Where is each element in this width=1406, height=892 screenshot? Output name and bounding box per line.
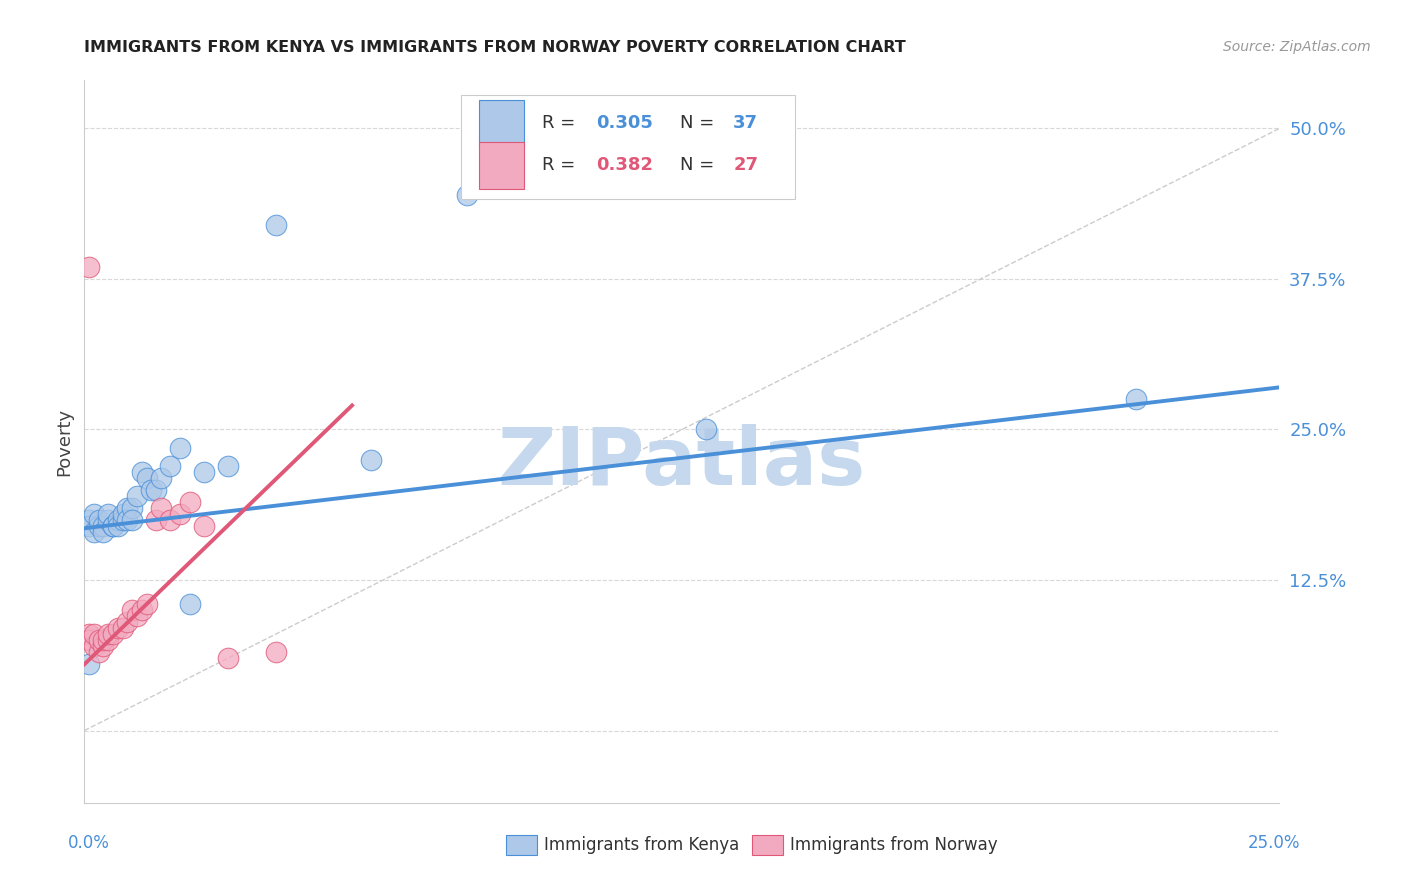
Point: [77, 260, 100, 274]
Point: [101, 518, 124, 533]
Point: [117, 513, 139, 527]
Point: [217, 458, 239, 473]
Point: [93, 639, 115, 653]
Text: 0.0%: 0.0%: [67, 834, 110, 852]
Point: [121, 513, 143, 527]
Point: [101, 518, 124, 533]
Point: [87, 518, 110, 533]
Point: [149, 471, 172, 485]
Point: [131, 465, 153, 479]
Point: [83, 507, 105, 521]
Point: [111, 507, 134, 521]
Point: [101, 627, 124, 641]
Point: [217, 651, 239, 665]
Point: [87, 513, 110, 527]
Point: [125, 609, 148, 624]
Point: [1125, 392, 1147, 407]
Point: [131, 603, 153, 617]
Point: [121, 500, 143, 515]
Point: [93, 524, 115, 539]
Point: [193, 518, 215, 533]
Text: R =: R =: [543, 156, 581, 174]
Text: IMMIGRANTS FROM KENYA VS IMMIGRANTS FROM NORWAY POVERTY CORRELATION CHART: IMMIGRANTS FROM KENYA VS IMMIGRANTS FROM…: [84, 40, 905, 55]
Point: [77, 513, 100, 527]
Text: N =: N =: [679, 114, 720, 132]
Point: [264, 218, 287, 232]
Point: [97, 627, 120, 641]
Point: [87, 633, 110, 648]
Point: [135, 471, 157, 485]
Point: [121, 603, 143, 617]
Point: [83, 627, 105, 641]
Point: [107, 513, 129, 527]
FancyBboxPatch shape: [479, 142, 524, 189]
Text: 0.305: 0.305: [596, 114, 652, 132]
Point: [77, 518, 100, 533]
Point: [77, 633, 100, 648]
Point: [83, 639, 105, 653]
Point: [111, 513, 134, 527]
Point: [193, 465, 215, 479]
Point: [159, 458, 181, 473]
Point: [107, 518, 129, 533]
Point: [117, 500, 139, 515]
FancyBboxPatch shape: [479, 100, 524, 147]
Point: [125, 489, 148, 503]
Text: Immigrants from Kenya: Immigrants from Kenya: [544, 836, 740, 854]
Point: [135, 597, 157, 611]
Point: [145, 483, 167, 497]
Point: [111, 621, 134, 635]
Point: [93, 633, 115, 648]
Point: [179, 597, 201, 611]
Point: [169, 507, 191, 521]
Point: [159, 513, 181, 527]
Point: [141, 483, 163, 497]
Point: [107, 621, 129, 635]
Text: 37: 37: [734, 114, 758, 132]
Point: [145, 513, 167, 527]
Text: 0.382: 0.382: [596, 156, 652, 174]
Point: [93, 518, 115, 533]
Point: [456, 187, 478, 202]
Text: ZIPatlas: ZIPatlas: [498, 425, 866, 502]
Point: [97, 507, 120, 521]
Point: [117, 615, 139, 630]
Point: [169, 441, 191, 455]
Y-axis label: Poverty: Poverty: [55, 408, 73, 475]
Point: [695, 423, 717, 437]
FancyBboxPatch shape: [461, 95, 796, 200]
Text: Immigrants from Norway: Immigrants from Norway: [790, 836, 998, 854]
Point: [97, 633, 120, 648]
Point: [87, 645, 110, 659]
Point: [360, 452, 382, 467]
Point: [77, 627, 100, 641]
Text: N =: N =: [679, 156, 720, 174]
Point: [83, 524, 105, 539]
Text: R =: R =: [543, 114, 581, 132]
Point: [77, 657, 100, 672]
Point: [179, 494, 201, 508]
Point: [97, 513, 120, 527]
Point: [264, 645, 287, 659]
Text: 27: 27: [734, 156, 758, 174]
Text: 25.0%: 25.0%: [1247, 834, 1301, 852]
Point: [149, 500, 172, 515]
Text: Source: ZipAtlas.com: Source: ZipAtlas.com: [1223, 40, 1371, 54]
